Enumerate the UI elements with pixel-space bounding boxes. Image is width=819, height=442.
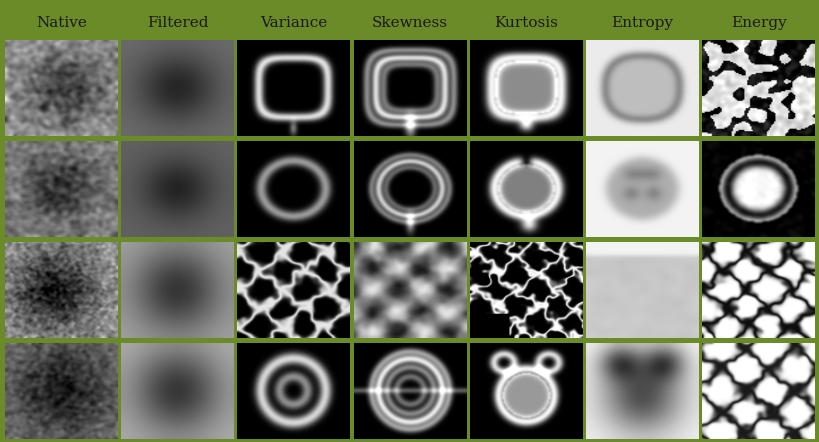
Text: Filtered: Filtered [147, 16, 208, 30]
Text: Kurtosis: Kurtosis [494, 16, 558, 30]
Text: Entropy: Entropy [611, 16, 672, 30]
Text: Energy: Energy [730, 16, 785, 30]
Text: Skewness: Skewness [372, 16, 447, 30]
Text: Variance: Variance [260, 16, 327, 30]
Text: Native: Native [36, 16, 87, 30]
